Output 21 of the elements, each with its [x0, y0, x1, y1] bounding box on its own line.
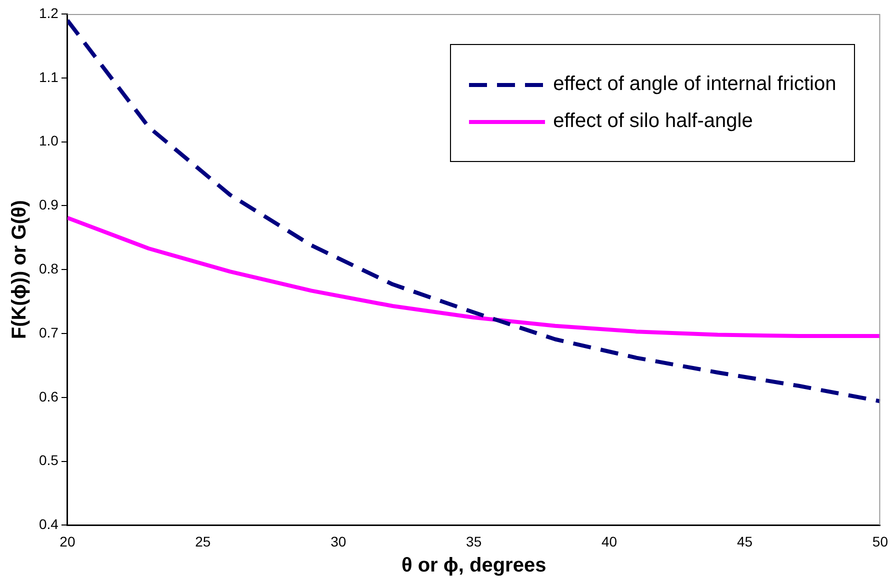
- x-tick-label: 40: [602, 533, 618, 550]
- x-tick-label: 20: [60, 533, 76, 550]
- x-tick-label: 25: [195, 533, 211, 550]
- y-axis-title: F(K(ϕ)) or G(θ): [8, 200, 31, 340]
- x-tick-label: 45: [736, 533, 753, 550]
- x-tick-label: 30: [330, 533, 346, 550]
- x-tick-label: 50: [872, 533, 888, 550]
- y-tick-label: 0.4: [38, 516, 59, 532]
- line-series: [67, 18, 880, 404]
- x-tick-label: 35: [466, 533, 482, 550]
- y-tick-label: 1.2: [38, 4, 59, 21]
- y-tick-label: 0.9: [38, 196, 59, 213]
- y-tick-label: 1.1: [38, 68, 59, 85]
- y-tick-label: 0.7: [38, 324, 59, 340]
- x-axis-title: θ or ϕ, degrees: [401, 554, 546, 577]
- y-tick-label: 0.8: [38, 260, 59, 276]
- y-tick-label: 1.0: [38, 132, 59, 149]
- legend-label: effect of angle of internal friction: [553, 73, 836, 96]
- legend-label: effect of silo half-angle: [553, 110, 753, 133]
- y-tick-label: 0.6: [38, 388, 59, 404]
- y-tick-label: 0.5: [38, 452, 59, 468]
